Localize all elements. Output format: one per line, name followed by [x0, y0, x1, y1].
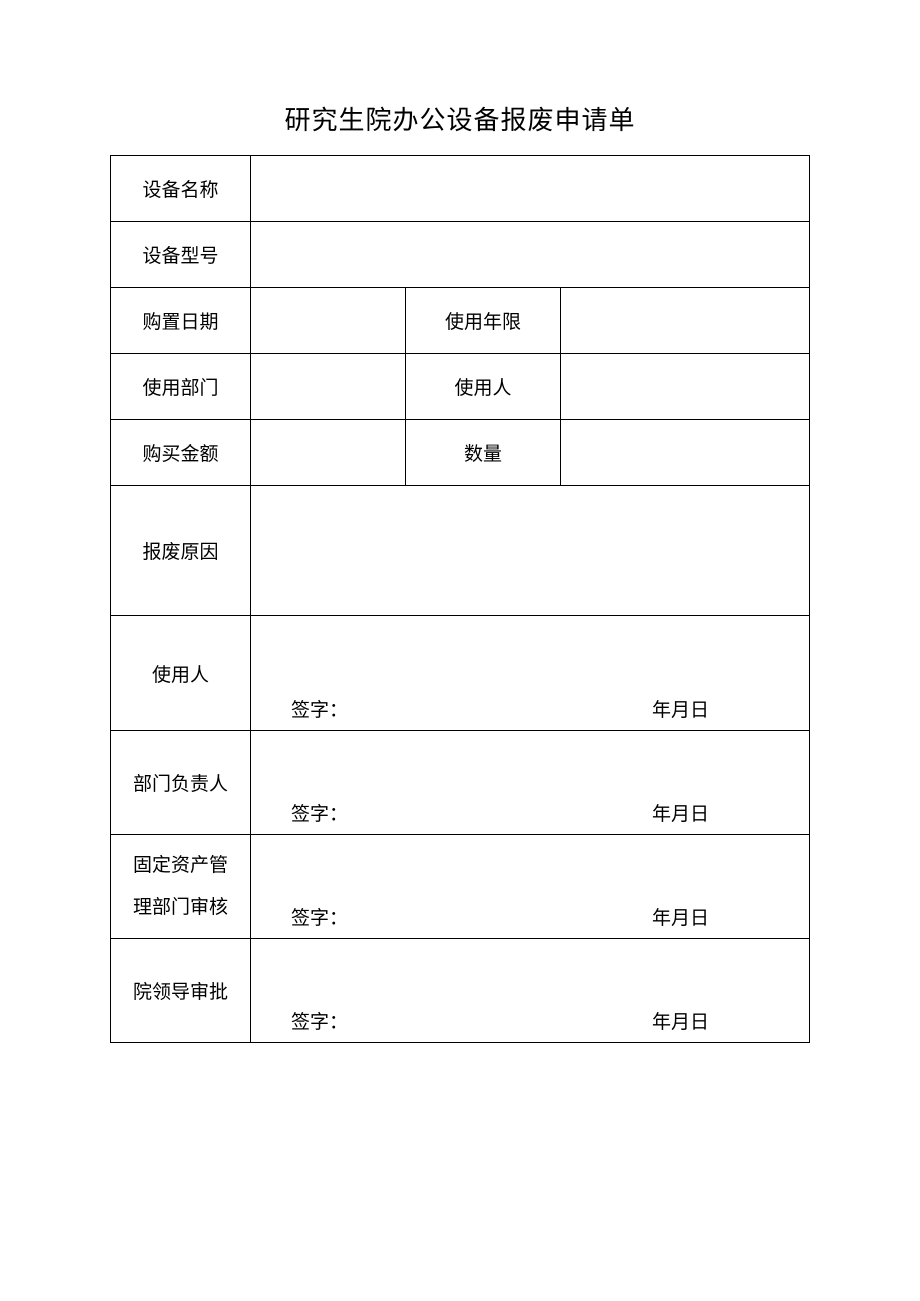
scrap-application-table: 设备名称 设备型号 购置日期 使用年限 使用部门 使用人 购买金额 数量 报废原…	[110, 155, 810, 1043]
value-equipment-name	[251, 156, 810, 222]
label-leader-approval: 院领导审批	[111, 939, 251, 1043]
label-user-signature: 使用人	[111, 616, 251, 731]
value-quantity	[561, 420, 810, 486]
sign-label: 签字：	[271, 903, 348, 930]
label-purchase-date: 购置日期	[111, 288, 251, 354]
label-department: 使用部门	[111, 354, 251, 420]
value-usage-years	[561, 288, 810, 354]
label-asset-mgmt-line1: 固定资产管	[111, 845, 250, 887]
asset-mgmt-signature-cell: 签字： 年月日	[251, 835, 810, 939]
date-label: 年月日	[652, 799, 789, 826]
date-label: 年月日	[652, 695, 789, 722]
label-quantity: 数量	[406, 420, 561, 486]
value-user	[561, 354, 810, 420]
value-purchase-amount	[251, 420, 406, 486]
user-signature-cell: 签字： 年月日	[251, 616, 810, 731]
label-usage-years: 使用年限	[406, 288, 561, 354]
sign-label: 签字：	[271, 695, 348, 722]
value-scrap-reason	[251, 486, 810, 616]
label-user: 使用人	[406, 354, 561, 420]
value-purchase-date	[251, 288, 406, 354]
label-scrap-reason: 报废原因	[111, 486, 251, 616]
value-department	[251, 354, 406, 420]
label-equipment-model: 设备型号	[111, 222, 251, 288]
leader-signature-cell: 签字： 年月日	[251, 939, 810, 1043]
dept-head-signature-cell: 签字： 年月日	[251, 731, 810, 835]
date-label: 年月日	[652, 1007, 789, 1034]
label-purchase-amount: 购买金额	[111, 420, 251, 486]
sign-label: 签字：	[271, 799, 348, 826]
label-dept-head: 部门负责人	[111, 731, 251, 835]
label-asset-mgmt-line2: 理部门审核	[111, 887, 250, 929]
form-title: 研究生院办公设备报废申请单	[110, 100, 810, 137]
date-label: 年月日	[652, 903, 789, 930]
value-equipment-model	[251, 222, 810, 288]
label-equipment-name: 设备名称	[111, 156, 251, 222]
sign-label: 签字：	[271, 1007, 348, 1034]
label-asset-mgmt: 固定资产管 理部门审核	[111, 835, 251, 939]
